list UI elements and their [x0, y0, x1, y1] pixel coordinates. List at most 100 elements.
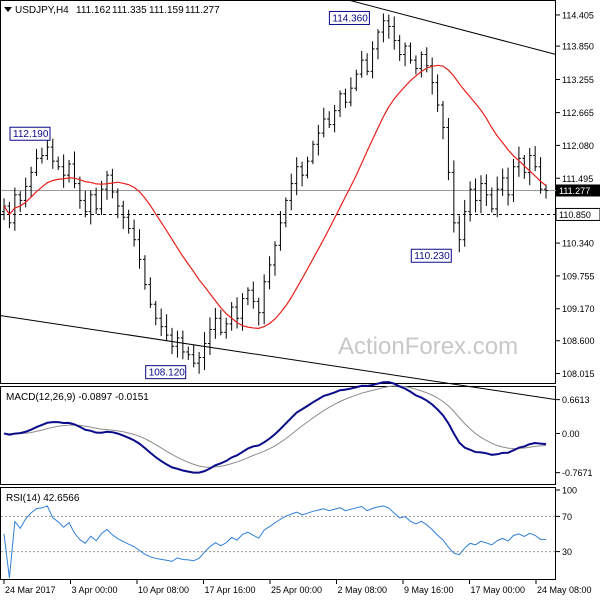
rsi-line [3, 505, 547, 579]
time-tick-label: 9 May 16:00 [404, 585, 454, 595]
ohlc-bar [310, 140, 315, 165]
ohlc-bar [126, 209, 131, 234]
ohlc-bar [408, 42, 413, 64]
ohlc-bar [83, 190, 88, 218]
ohlc-bar [34, 148, 39, 176]
time-tick-label: 17 May 00:00 [471, 585, 526, 595]
price-tick-label: 111.495 [562, 174, 593, 184]
ohlc-bar [305, 156, 310, 179]
ohlc-bar [39, 147, 44, 164]
time-tick-label: 17 Apr 16:00 [205, 585, 256, 595]
price-tick-label: 109.170 [562, 304, 595, 314]
ohlc-bar [441, 100, 446, 140]
channel-line [0, 314, 557, 401]
ohlc-bar [186, 346, 191, 360]
price-tick-label: 113.255 [562, 75, 594, 85]
price-annotation: 112.190 [9, 126, 51, 141]
ohlc-bar [527, 147, 532, 186]
channel-lines [0, 0, 557, 401]
price-tick-label: 113.850 [562, 42, 594, 52]
time-tick-label: 25 Apr 00:00 [271, 585, 322, 595]
ohlc-bar [94, 187, 99, 214]
ohlc-bar [213, 307, 218, 339]
watermark: ActionForex.com [338, 333, 518, 360]
macd-tick-label: 0.6613 [562, 395, 590, 405]
ohlc-bar [256, 297, 261, 326]
ohlc-bar [218, 309, 223, 336]
ohlc-bar [278, 211, 283, 251]
ohlc-bar [72, 151, 77, 189]
ohlc-bar [359, 51, 364, 78]
ohlc-bar [159, 308, 164, 337]
ohlc-bar [18, 191, 23, 213]
price-guides [1, 189, 556, 215]
ohlc-bar [468, 181, 473, 222]
ohlc-bar [381, 13, 386, 43]
price-tick-label: 114.405 [562, 10, 594, 20]
ohlc-bar [397, 34, 402, 61]
ohlc-bar [343, 88, 348, 109]
ohlc-bar [386, 14, 391, 39]
ohlc-bar [522, 154, 527, 179]
price-tick-label: 112.665 [562, 108, 594, 118]
ohlc-bar [413, 55, 418, 75]
time-tick-label: 10 Apr 08:00 [138, 585, 189, 595]
ohlc-bar [202, 332, 207, 371]
price-tick-label: 108.600 [562, 336, 595, 346]
moving-average-line [3, 64, 547, 329]
ohlc-bar [137, 229, 142, 269]
current-price-tag [556, 184, 600, 197]
rsi-line [3, 505, 547, 579]
price-tick-label: 110.340 [562, 239, 594, 249]
support-tag [555, 207, 600, 221]
ohlc-bar [370, 41, 375, 79]
ohlc-bar [511, 158, 516, 203]
ohlc-bar [191, 344, 196, 368]
dropdown-triangle-icon[interactable] [4, 7, 12, 12]
ohlc-bar [327, 111, 332, 128]
macd-tick-label: -0.7671 [562, 468, 593, 478]
ohlc-bar [61, 154, 66, 188]
ohlc-bar [484, 174, 489, 206]
macd-tick-label: 0.00 [562, 429, 580, 439]
ohlc-bar [99, 180, 104, 215]
annotation-label: 114.360 [332, 13, 368, 24]
price-annotation: 110.230 [410, 248, 452, 263]
ohlc-bar [332, 104, 337, 133]
annotation-label: 110.230 [414, 251, 450, 262]
rsi-y-axis: 100 70 30 [556, 486, 577, 557]
support-label: 110.850 [559, 210, 591, 220]
ohlc-bar [148, 277, 153, 308]
ohlc-bar [267, 256, 272, 290]
ohlc-bar [495, 176, 500, 218]
ohlc-bars [2, 13, 548, 374]
rsi-panel: 100 70 30 RSI(14) 42.6566 [0, 486, 577, 580]
rsi-title: RSI(14) 42.6566 [6, 493, 80, 504]
ohlc-bar [273, 241, 277, 276]
channel-line [346, 0, 557, 55]
macd-lines [3, 381, 547, 474]
ohlc-bar [348, 77, 353, 107]
ohlc-bar [180, 330, 185, 360]
ohlc-bar [289, 173, 294, 211]
annotation-label: 108.120 [149, 368, 186, 379]
ohlc-bar [365, 53, 370, 76]
rsi-tick-label: 100 [562, 486, 577, 496]
close-value: 111.277 [185, 5, 220, 16]
ohlc-bar [506, 167, 511, 206]
price-tick-label: 109.755 [562, 271, 595, 281]
ohlc-bar [29, 166, 34, 198]
ohlc-bar [175, 330, 180, 358]
ohlc-bar [229, 302, 234, 331]
open-value: 111.162 [76, 5, 111, 16]
ohlc-bar [473, 178, 478, 213]
rsi-levels [1, 515, 556, 553]
price-annotations: 112.190 108.120 114.360 110.230 111.277 110.8… [9, 10, 600, 380]
annotation-box [328, 10, 370, 25]
price-panel: ActionForex.com 114.405 113.850 113.255 112… [0, 0, 600, 401]
annotation-label: 112.190 [13, 129, 49, 140]
high-value: 111.335 [112, 5, 147, 16]
